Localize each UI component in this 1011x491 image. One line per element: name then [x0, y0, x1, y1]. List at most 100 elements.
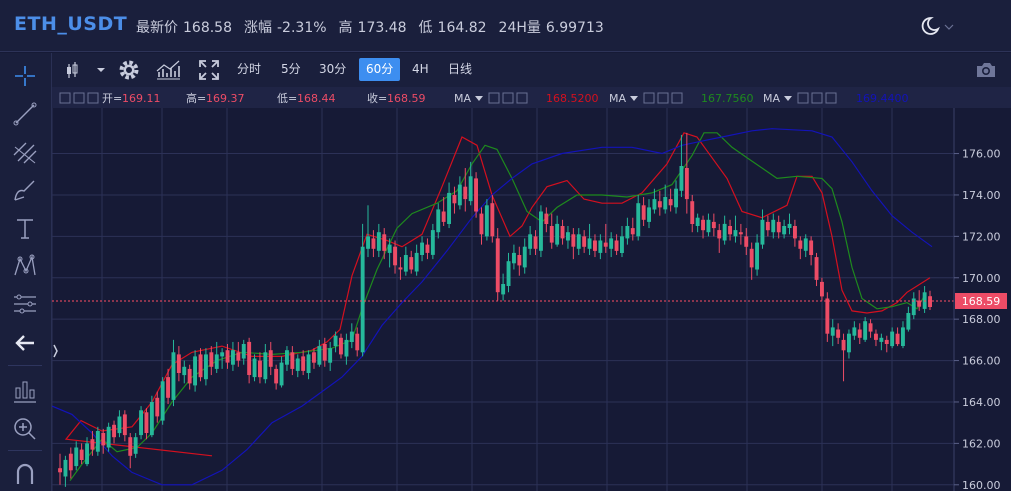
candle-body [820, 281, 824, 297]
candle-body [717, 230, 722, 239]
candle [295, 354, 300, 378]
candle [890, 327, 895, 349]
back-arrow-icon[interactable] [10, 328, 40, 358]
indicators-icon[interactable] [154, 57, 182, 83]
candle [733, 215, 738, 243]
line-icon[interactable] [10, 99, 40, 129]
candle-body [733, 230, 738, 237]
candle [279, 356, 284, 388]
candle-body [328, 348, 333, 363]
candle [149, 395, 154, 438]
candle [263, 344, 268, 384]
candle-body [236, 352, 241, 361]
candle-body [171, 352, 176, 400]
candle [360, 223, 365, 357]
indicator-icon[interactable] [10, 376, 40, 406]
candle-body [749, 248, 754, 268]
candle [609, 232, 614, 258]
candle-body [895, 333, 900, 345]
candle-body [836, 329, 841, 338]
theme-toggle[interactable] [918, 14, 960, 38]
candlestick-chart[interactable]: 176.00 174.00 172.00 170.00 168.00 166.00 164.… [51, 87, 1011, 491]
candle [587, 223, 592, 255]
low-label: 低 [418, 20, 433, 36]
candle [474, 172, 478, 218]
candle-body [139, 410, 143, 436]
candle-body [776, 221, 781, 233]
candle [868, 319, 873, 338]
period-tab-60m[interactable]: 60分 [359, 58, 401, 81]
ma2-value: 167.7560 [701, 92, 754, 105]
candle [620, 226, 624, 258]
period-tab-daily[interactable]: 日线 [448, 62, 473, 76]
candle [436, 203, 441, 239]
period-tab-4h[interactable]: 4H [412, 62, 429, 76]
candle-body [382, 234, 387, 251]
candle [398, 257, 403, 280]
candle [765, 215, 770, 237]
candle-body [258, 360, 262, 378]
candle [133, 433, 138, 458]
candle-body [609, 238, 614, 249]
candle [122, 410, 127, 442]
price-tick-label: 174.00 [962, 189, 1001, 202]
brush-icon[interactable] [10, 175, 40, 205]
current-price-tag: 168.59 [955, 293, 1007, 309]
candle-body [58, 468, 62, 473]
candle-body [128, 437, 133, 456]
candle [452, 186, 457, 214]
crosshair-icon[interactable] [10, 61, 40, 91]
chart-grid [51, 108, 954, 491]
fullscreen-icon[interactable] [196, 57, 222, 83]
candle [322, 337, 327, 367]
period-tab-time[interactable]: 分时 [237, 62, 262, 76]
zoom-icon[interactable] [10, 414, 40, 444]
candle [106, 422, 111, 452]
text-icon[interactable] [10, 213, 40, 243]
candle-body [122, 414, 127, 436]
chart-type-selector[interactable] [64, 57, 108, 83]
gear-icon[interactable] [116, 57, 142, 83]
candle-body [360, 246, 365, 353]
candle [176, 346, 181, 382]
candle-body [830, 327, 835, 336]
last-price-value: 168.58 [183, 20, 232, 36]
candle [863, 317, 868, 342]
candle [895, 327, 900, 347]
candle-body [901, 327, 905, 346]
multi-line-icon[interactable] [10, 137, 40, 167]
candle-body [241, 344, 246, 359]
period-tab-30m[interactable]: 30分 [319, 62, 347, 76]
candle [706, 213, 711, 237]
candle [63, 455, 68, 487]
candle-body [917, 300, 922, 307]
candle-body [657, 201, 662, 208]
candle-body [398, 267, 403, 270]
candle [830, 319, 835, 347]
candle [376, 223, 381, 258]
ticker-header: ETH_USDT 最新价 168.58 涨幅 -2.31% 高 173.48 低 164.82… [0, 0, 1011, 52]
candle [917, 290, 922, 311]
candle-body [366, 236, 370, 249]
collapse-handle-icon[interactable] [53, 344, 58, 358]
candle-body [528, 234, 533, 249]
ohlc-legend: 开= 169.11 高= 169.37 低= 168.44 收= 168.59 … [52, 87, 1011, 108]
candle [614, 234, 619, 255]
candle-body [247, 341, 252, 375]
camera-icon[interactable] [974, 57, 998, 83]
candle [652, 188, 657, 214]
period-tab-5m[interactable]: 5分 [281, 62, 301, 76]
candle-body [868, 323, 873, 332]
pattern-icon[interactable] [10, 251, 40, 281]
chart-background [52, 87, 1011, 491]
candle [479, 207, 484, 245]
candle [539, 205, 543, 258]
candle-body [625, 226, 630, 239]
magnet-icon[interactable] [10, 458, 40, 488]
candle-body [501, 284, 506, 295]
chart-canvas[interactable]: 176.00 174.00 172.00 170.00 168.00 166.00 164.… [51, 87, 1011, 491]
fibonacci-icon[interactable] [10, 289, 40, 319]
candle [517, 246, 522, 276]
candle-body [376, 232, 381, 251]
candle [884, 335, 889, 353]
